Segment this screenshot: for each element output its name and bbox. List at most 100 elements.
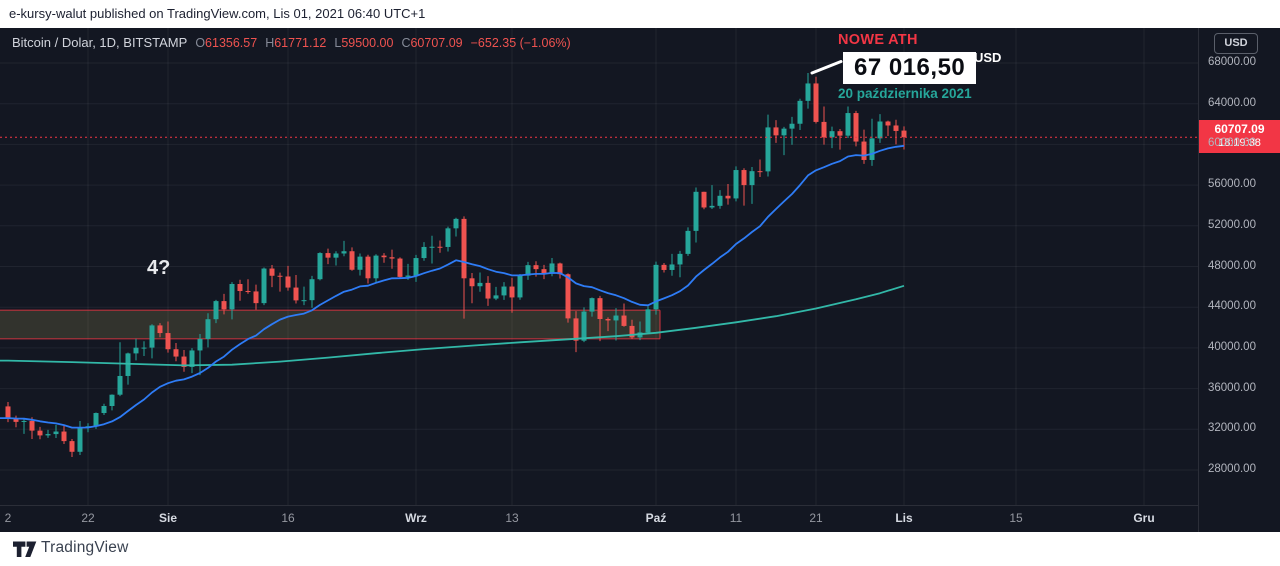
candle-body: [37, 430, 43, 436]
candle-body: [693, 191, 699, 231]
candle-body: [549, 263, 555, 274]
price-tick-label: 68000.00: [1208, 56, 1256, 68]
change-value: −652.35 (−1.06%): [470, 36, 571, 50]
candle-body: [853, 113, 859, 142]
candle-body: [93, 413, 99, 427]
candle-body: [541, 269, 547, 274]
tradingview-logo-icon[interactable]: [13, 540, 37, 559]
candle-body: [13, 418, 19, 422]
candle-body: [21, 420, 27, 422]
candle-body: [813, 83, 819, 122]
candle-body: [781, 128, 787, 136]
candle-body: [621, 315, 627, 326]
time-axis[interactable]: 2 22 Sie 16 Wrz 13 Paź 11 21 Lis 15 Gru: [0, 505, 1198, 532]
candle-body: [509, 286, 515, 298]
candle-body: [797, 100, 803, 124]
price-tick-label: 56000.00: [1208, 178, 1256, 191]
candle-body: [149, 325, 155, 348]
candle-body: [645, 309, 651, 333]
candle-body: [565, 274, 571, 319]
ath-date-label: 20 października 2021: [838, 86, 972, 101]
candle-body: [765, 127, 771, 172]
time-axis-day-label: 2: [4, 511, 12, 525]
price-axis[interactable]: USD 60707.09 18:19:38 68000.00 64000.00 60…: [1198, 28, 1280, 532]
candle-body: [253, 291, 259, 304]
publish-header: e-kursy-walut published on TradingView.c…: [0, 0, 1280, 28]
time-axis-day-label: 16: [281, 511, 295, 525]
bar-countdown: 18:19:38: [1218, 137, 1261, 150]
candle-body: [165, 333, 171, 350]
tradingview-brand-text[interactable]: TradingView: [41, 539, 129, 556]
candle-body: [613, 315, 619, 321]
candle-body: [669, 264, 675, 270]
candle-body: [5, 406, 11, 419]
candle-body: [205, 319, 211, 339]
time-axis-day-label: 22: [81, 511, 95, 525]
candle-body: [861, 141, 867, 160]
symbol-legend[interactable]: Bitcoin / Dolar, 1D, BITSTAMP O61356.57 H6…: [12, 35, 571, 50]
time-axis-month-label: Lis: [895, 511, 913, 525]
candle-body: [429, 246, 435, 248]
candle-body: [229, 284, 235, 310]
candle-body: [821, 121, 827, 138]
candle-body: [373, 255, 379, 279]
candle-body: [45, 434, 51, 436]
candle-body: [517, 275, 523, 298]
time-axis-day-label: 15: [1009, 511, 1023, 525]
candle-body: [181, 356, 187, 367]
time-axis-month-label: Wrz: [405, 511, 427, 525]
candle-body: [341, 251, 347, 254]
close-value: 60707.09: [410, 36, 463, 50]
candle-body: [445, 228, 451, 247]
candle-body: [317, 253, 323, 280]
candle-body: [477, 282, 483, 287]
candles-group: [5, 73, 907, 457]
price-tick-label: 44000.00: [1208, 300, 1256, 313]
price-tick-label: 52000.00: [1208, 218, 1256, 231]
candle-body: [885, 121, 891, 126]
candle-body: [261, 268, 267, 304]
candle-body: [709, 205, 715, 208]
ema-blue-line: [0, 144, 905, 429]
candle-body: [893, 125, 899, 131]
candle-body: [173, 349, 179, 357]
last-price-value: 60707.09: [1214, 122, 1265, 137]
candle-body: [573, 318, 579, 341]
ath-price-callout: 67 016,50: [843, 52, 977, 84]
ath-annotation-label: NOWE ATH: [838, 32, 918, 48]
candle-body: [525, 265, 531, 276]
footer-bar: TradingView: [0, 532, 1280, 566]
candle-body: [53, 431, 59, 435]
support-zone: [0, 310, 660, 339]
candle-body: [501, 286, 507, 296]
candle-body: [237, 284, 243, 292]
candle-body: [141, 347, 147, 349]
candle-body: [157, 325, 163, 334]
candle-body: [581, 311, 587, 341]
wave-question-label: 4?: [147, 257, 171, 279]
close-label: C: [401, 36, 411, 50]
candle-body: [109, 394, 115, 406]
candle-body: [773, 127, 779, 136]
candle-body: [357, 256, 363, 270]
chart-pane[interactable]: Bitcoin / Dolar, 1D, BITSTAMP O61356.57 H6…: [0, 28, 1280, 532]
open-value: 61356.57: [205, 36, 258, 50]
candle-body: [557, 263, 563, 275]
currency-unit-button[interactable]: USD: [1214, 33, 1258, 54]
candle-body: [453, 218, 459, 229]
candle-body: [245, 291, 251, 293]
time-axis-month-label: Sie: [158, 511, 178, 525]
candle-body: [493, 295, 499, 299]
candle-body: [381, 255, 387, 258]
candle-body: [365, 256, 371, 279]
publish-header-text: e-kursy-walut published on TradingView.c…: [9, 6, 426, 21]
candle-body: [869, 138, 875, 160]
open-label: O: [195, 36, 206, 50]
candle-body: [757, 171, 763, 173]
candlestick-chart[interactable]: [0, 28, 1198, 505]
candle-body: [661, 264, 667, 270]
price-tick-label: 60000.00: [1208, 137, 1256, 150]
candle-body: [301, 300, 307, 302]
candle-body: [125, 353, 131, 376]
price-tick-label: 40000.00: [1208, 340, 1256, 353]
